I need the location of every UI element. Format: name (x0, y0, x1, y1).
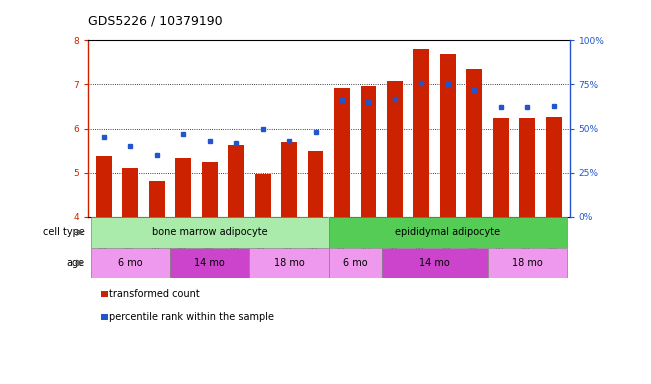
Text: GSM635896: GSM635896 (258, 220, 267, 267)
Text: 6 mo: 6 mo (343, 258, 368, 268)
Text: GSM635884: GSM635884 (99, 220, 108, 266)
Text: GSM635888: GSM635888 (364, 220, 373, 266)
Text: GDS5226 / 10379190: GDS5226 / 10379190 (88, 15, 223, 28)
Bar (149, 181, 165, 217)
Bar (249, 248, 329, 278)
Bar (413, 49, 430, 217)
Bar (387, 81, 403, 217)
Bar (519, 118, 535, 217)
Bar (488, 248, 567, 278)
Text: 18 mo: 18 mo (512, 258, 543, 268)
Bar (329, 217, 567, 248)
Text: GSM635885: GSM635885 (126, 220, 135, 266)
Text: GSM635893: GSM635893 (417, 220, 426, 267)
Bar (228, 146, 244, 217)
Bar (307, 151, 324, 217)
Bar (281, 142, 297, 217)
Bar (202, 162, 217, 217)
Bar (381, 248, 488, 278)
Bar (334, 88, 350, 217)
Bar (361, 86, 376, 217)
Bar (90, 248, 170, 278)
Text: GSM635898: GSM635898 (311, 220, 320, 266)
Bar (493, 118, 508, 217)
Text: GSM635891: GSM635891 (205, 220, 214, 266)
Bar (90, 217, 329, 248)
Text: GSM635892: GSM635892 (232, 220, 241, 266)
Text: GSM635901: GSM635901 (549, 220, 559, 267)
Text: GSM635890: GSM635890 (178, 220, 187, 267)
Bar (329, 248, 381, 278)
Text: bone marrow adipocyte: bone marrow adipocyte (152, 227, 268, 237)
Text: GSM635887: GSM635887 (337, 220, 346, 266)
Bar (466, 69, 482, 217)
Bar (440, 55, 456, 217)
Text: GSM635894: GSM635894 (443, 220, 452, 267)
Text: cell type: cell type (43, 227, 85, 237)
Text: 14 mo: 14 mo (419, 258, 450, 268)
Bar (175, 158, 191, 217)
Bar (96, 156, 112, 217)
Text: GSM635895: GSM635895 (470, 220, 479, 267)
Text: GSM635900: GSM635900 (523, 220, 532, 267)
Text: GSM635899: GSM635899 (496, 220, 505, 267)
Text: GSM635889: GSM635889 (391, 220, 400, 266)
Text: epididymal adipocyte: epididymal adipocyte (395, 227, 501, 237)
Bar (255, 174, 271, 217)
Text: transformed count: transformed count (109, 289, 200, 299)
Bar (122, 169, 138, 217)
Bar (170, 248, 249, 278)
Text: 14 mo: 14 mo (194, 258, 225, 268)
Text: age: age (66, 258, 85, 268)
Text: GSM635886: GSM635886 (152, 220, 161, 266)
Text: percentile rank within the sample: percentile rank within the sample (109, 312, 274, 322)
Text: GSM635897: GSM635897 (284, 220, 294, 267)
Bar (546, 117, 562, 217)
Text: 18 mo: 18 mo (273, 258, 305, 268)
Text: 6 mo: 6 mo (118, 258, 143, 268)
